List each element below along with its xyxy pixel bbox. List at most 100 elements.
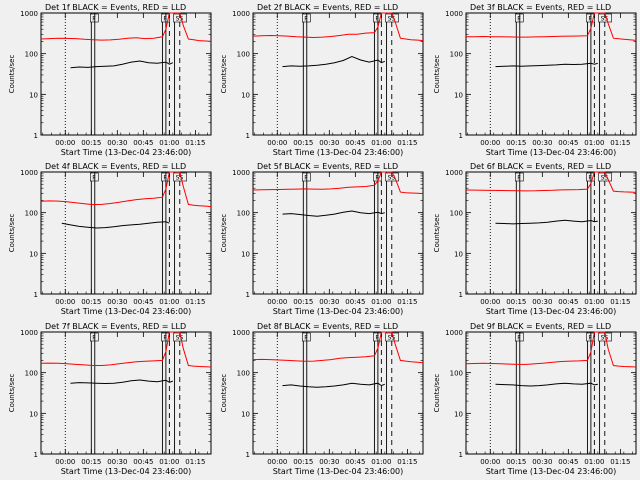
y-tick-label: 10 xyxy=(29,91,38,99)
panel-title: Det 8f BLACK = Events, RED = LLD xyxy=(257,322,398,331)
y-tick-label: 1 xyxy=(459,291,463,299)
y-tick-label: 100 xyxy=(25,210,38,218)
event-marker-label: F xyxy=(375,175,379,182)
event-marker-label: F xyxy=(92,16,96,23)
y-tick-label: 1 xyxy=(34,291,38,299)
x-axis-label: Start Time (13-Dec-04 23:46:00) xyxy=(61,148,192,157)
plot-frame xyxy=(40,12,212,136)
x-tick-label: 00:30 xyxy=(532,139,552,147)
x-tick-label: 00:00 xyxy=(480,298,500,306)
x-tick-label: 00:00 xyxy=(267,298,287,306)
y-tick-label: 1000 xyxy=(232,10,250,18)
x-tick-label: 00:00 xyxy=(480,139,500,147)
event-marker-label: F xyxy=(163,175,167,182)
event-marker-box xyxy=(90,332,99,342)
lld-series-line xyxy=(252,171,424,195)
plot-frame xyxy=(40,171,212,295)
x-tick-label: 01:15 xyxy=(185,139,205,147)
event-marker-label: SS xyxy=(388,175,396,182)
x-tick-label: 01:15 xyxy=(185,458,205,466)
y-tick-label: 100 xyxy=(450,370,463,378)
x-tick-label: 00:15 xyxy=(81,139,101,147)
plot-frame xyxy=(252,12,424,136)
y-tick-label: 1 xyxy=(459,132,463,140)
panel-title: Det 2f BLACK = Events, RED = LLD xyxy=(257,3,398,12)
panel-title: Det 5f BLACK = Events, RED = LLD xyxy=(257,162,398,171)
detector-panel-5: Det 5f BLACK = Events, RED = LLD 1 10 100 10… xyxy=(220,162,424,316)
event-marker-box xyxy=(515,172,524,182)
y-tick-label: 10 xyxy=(241,410,250,418)
x-tick-label: 00:45 xyxy=(558,298,578,306)
events-series-line xyxy=(282,382,385,388)
x-tick-label: 00:30 xyxy=(319,458,339,466)
x-tick-label: 01:15 xyxy=(610,139,630,147)
events-series-line xyxy=(282,55,385,68)
x-axis-label: Start Time (13-Dec-04 23:46:00) xyxy=(273,467,404,476)
y-tick-label: 1 xyxy=(459,451,463,459)
panel-title: Det 7f BLACK = Events, RED = LLD xyxy=(45,322,186,331)
y-tick-label: 1000 xyxy=(20,169,38,177)
events-series-line xyxy=(70,60,174,69)
event-marker-box xyxy=(302,172,311,182)
event-marker-label: SS xyxy=(388,335,396,342)
y-tick-label: 100 xyxy=(237,370,250,378)
y-tick-label: 100 xyxy=(237,210,250,218)
events-series-line xyxy=(495,219,598,225)
x-tick-label: 00:00 xyxy=(55,458,75,466)
event-marker-label: SS xyxy=(176,335,184,342)
event-marker-box xyxy=(515,13,524,23)
panel-title: Det 9f BLACK = Events, RED = LLD xyxy=(470,322,611,331)
y-tick-label: 10 xyxy=(29,250,38,258)
event-marker-label: SS xyxy=(176,16,184,23)
y-tick-label: 100 xyxy=(25,370,38,378)
y-tick-label: 1000 xyxy=(445,329,463,337)
x-tick-label: 00:15 xyxy=(506,298,526,306)
events-series-line xyxy=(495,62,598,68)
y-tick-label: 10 xyxy=(241,250,250,258)
detector-panel-6: Det 6f BLACK = Events, RED = LLD 1 10 100 10… xyxy=(433,162,637,316)
x-tick-label: 00:15 xyxy=(81,458,101,466)
events-series-line xyxy=(282,210,385,217)
event-marker-label: F xyxy=(163,16,167,23)
y-tick-label: 10 xyxy=(241,91,250,99)
y-tick-label: 10 xyxy=(454,410,463,418)
x-tick-label: 00:00 xyxy=(267,458,287,466)
x-axis-label: Start Time (13-Dec-04 23:46:00) xyxy=(486,148,617,157)
lld-series-line xyxy=(465,171,637,193)
x-tick-label: 00:30 xyxy=(532,298,552,306)
x-tick-label: 01:00 xyxy=(159,298,179,306)
detector-panel-3: Det 3f BLACK = Events, RED = LLD 1 10 100 10… xyxy=(433,3,637,157)
lld-series-line xyxy=(465,331,637,368)
x-tick-label: 00:15 xyxy=(293,139,313,147)
y-tick-label: 1000 xyxy=(232,169,250,177)
x-tick-label: 00:00 xyxy=(480,458,500,466)
plot-frame xyxy=(40,331,212,455)
plot-frame xyxy=(465,171,637,295)
x-tick-label: 00:00 xyxy=(55,298,75,306)
x-tick-label: 01:15 xyxy=(185,298,205,306)
event-marker-label: F xyxy=(304,175,308,182)
y-tick-label: 1000 xyxy=(445,169,463,177)
event-marker-label: SS xyxy=(388,16,396,23)
x-tick-label: 01:00 xyxy=(371,458,391,466)
y-tick-label: 1 xyxy=(246,132,250,140)
x-tick-label: 01:15 xyxy=(397,458,417,466)
event-marker-box xyxy=(302,332,311,342)
x-tick-label: 00:15 xyxy=(506,458,526,466)
y-axis-label: Counts/sec xyxy=(433,55,441,94)
y-axis-label: Counts/sec xyxy=(8,55,16,94)
x-tick-label: 00:15 xyxy=(81,298,101,306)
x-axis-label: Start Time (13-Dec-04 23:46:00) xyxy=(61,467,192,476)
events-series-line xyxy=(495,382,598,387)
x-tick-label: 01:15 xyxy=(397,298,417,306)
event-marker-label: F xyxy=(92,335,96,342)
y-tick-label: 100 xyxy=(450,51,463,59)
x-tick-label: 00:45 xyxy=(558,458,578,466)
x-tick-label: 00:45 xyxy=(345,139,365,147)
y-tick-label: 10 xyxy=(454,250,463,258)
y-tick-label: 1000 xyxy=(445,10,463,18)
events-series-line xyxy=(61,221,170,229)
plot-frame xyxy=(252,331,424,455)
event-marker-label: SS xyxy=(601,335,609,342)
plot-frame xyxy=(465,331,637,455)
